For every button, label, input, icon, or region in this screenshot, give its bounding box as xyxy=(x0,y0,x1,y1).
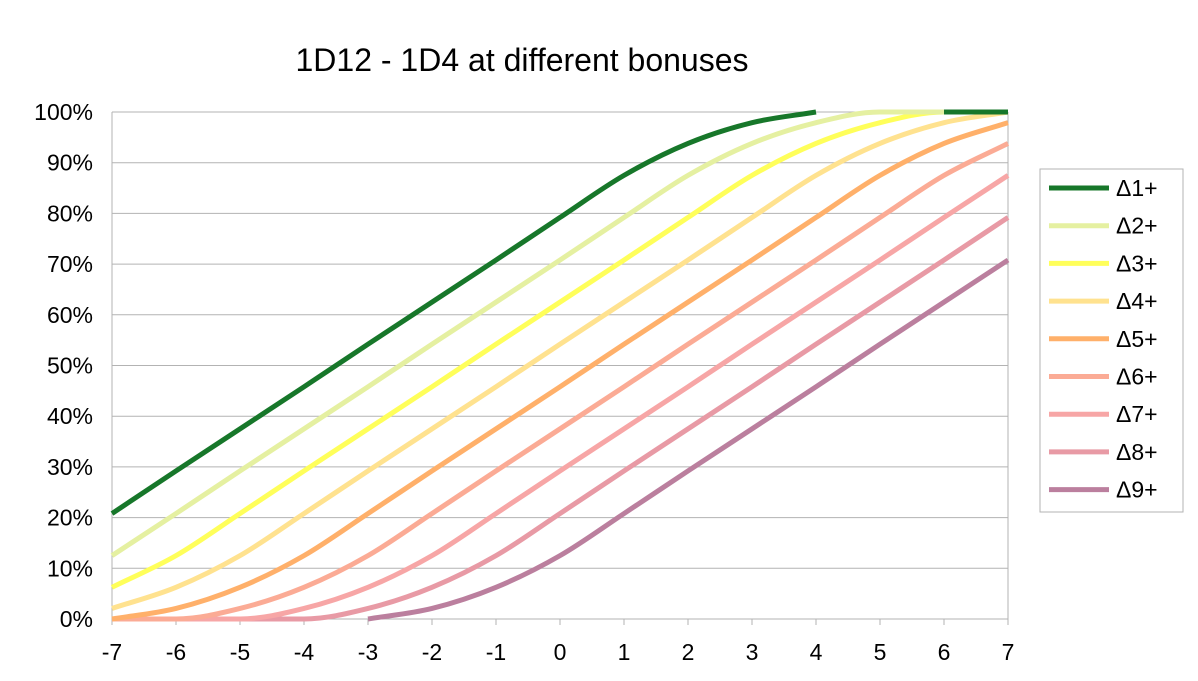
series-line xyxy=(110,109,1008,558)
y-tick-label: 30% xyxy=(47,454,93,480)
series-line xyxy=(110,109,1008,516)
legend-label: Δ2+ xyxy=(1116,213,1158,239)
legend-label: Δ9+ xyxy=(1116,477,1158,503)
legend-label: Δ5+ xyxy=(1116,326,1158,352)
y-axis-tick-labels: 0% 10% 20% 30% 40% 50% 60% 70% 80% 90% 100% xyxy=(34,99,93,632)
legend-item: Δ9+ xyxy=(1049,477,1158,503)
x-tick-label: -6 xyxy=(166,639,186,665)
legend-label: Δ8+ xyxy=(1116,439,1158,465)
legend-label: Δ1+ xyxy=(1116,175,1158,201)
x-tick-label: -5 xyxy=(230,639,250,665)
y-tick-label: 70% xyxy=(47,251,93,277)
series-segment xyxy=(112,215,1010,622)
legend-item: Δ8+ xyxy=(1049,439,1158,465)
y-tick-label: 60% xyxy=(47,302,93,328)
x-tick-label: 3 xyxy=(746,639,759,665)
series-line xyxy=(112,173,1010,622)
y-tick-label: 90% xyxy=(47,150,93,176)
x-tick-label: 2 xyxy=(682,639,695,665)
x-tick-label: 4 xyxy=(810,639,823,665)
y-tick-label: 50% xyxy=(47,353,93,379)
x-tick-label: 0 xyxy=(554,639,567,665)
series-segment xyxy=(367,257,1010,622)
series-line xyxy=(112,141,1010,622)
x-tick-label: 5 xyxy=(874,639,887,665)
legend-label: Δ4+ xyxy=(1116,288,1158,314)
x-tick-label: 7 xyxy=(1002,639,1015,665)
chart-title: 1D12 - 1D4 at different bonuses xyxy=(295,42,748,78)
series-segment xyxy=(110,109,1008,558)
x-tick-label: 6 xyxy=(938,639,951,665)
legend-item: Δ3+ xyxy=(1049,250,1158,276)
series-segment xyxy=(110,109,1008,590)
legend-item: Δ5+ xyxy=(1049,326,1158,352)
series-segment xyxy=(111,109,1009,611)
series-segment xyxy=(112,173,1010,622)
x-tick-label: -7 xyxy=(102,639,122,665)
x-axis-tick-labels: -7 -6 -5 -4 -3 -2 -1 0 1 2 3 4 5 6 7 xyxy=(102,639,1015,665)
series-line xyxy=(367,257,1010,622)
y-tick-label: 40% xyxy=(47,403,93,429)
series-segment xyxy=(110,109,817,516)
grid-lines xyxy=(111,111,1009,625)
x-tick-label: -1 xyxy=(486,639,506,665)
series-line xyxy=(112,215,1010,622)
y-tick-label: 100% xyxy=(34,99,93,125)
legend-item: Δ2+ xyxy=(1049,213,1158,239)
legend-item: Δ4+ xyxy=(1049,288,1158,314)
y-tick-label: 20% xyxy=(47,505,93,531)
legend-item: Δ6+ xyxy=(1049,364,1158,390)
series-line xyxy=(110,109,1008,590)
x-tick-label: -2 xyxy=(422,639,442,665)
x-tick-label: -4 xyxy=(294,639,315,665)
x-tick-label: 1 xyxy=(618,639,631,665)
series-segment xyxy=(111,120,1009,622)
y-tick-label: 10% xyxy=(47,555,93,581)
legend-item: Δ1+ xyxy=(1049,175,1158,201)
legend-label: Δ7+ xyxy=(1116,401,1158,427)
y-tick-label: 0% xyxy=(60,606,93,632)
x-tick-label: -3 xyxy=(358,639,378,665)
legend: Δ1+ Δ2+ Δ3+ Δ4+ Δ5+ Δ6+ Δ7+ Δ8+ Δ9+ xyxy=(1039,168,1184,513)
legend-label: Δ6+ xyxy=(1116,364,1158,390)
y-tick-label: 80% xyxy=(47,200,93,226)
series-lines xyxy=(110,109,1010,622)
legend-item: Δ7+ xyxy=(1049,401,1158,427)
legend-label: Δ3+ xyxy=(1116,250,1158,276)
series-line xyxy=(111,109,1009,611)
series-line xyxy=(111,120,1009,622)
series-segment xyxy=(112,141,1010,622)
